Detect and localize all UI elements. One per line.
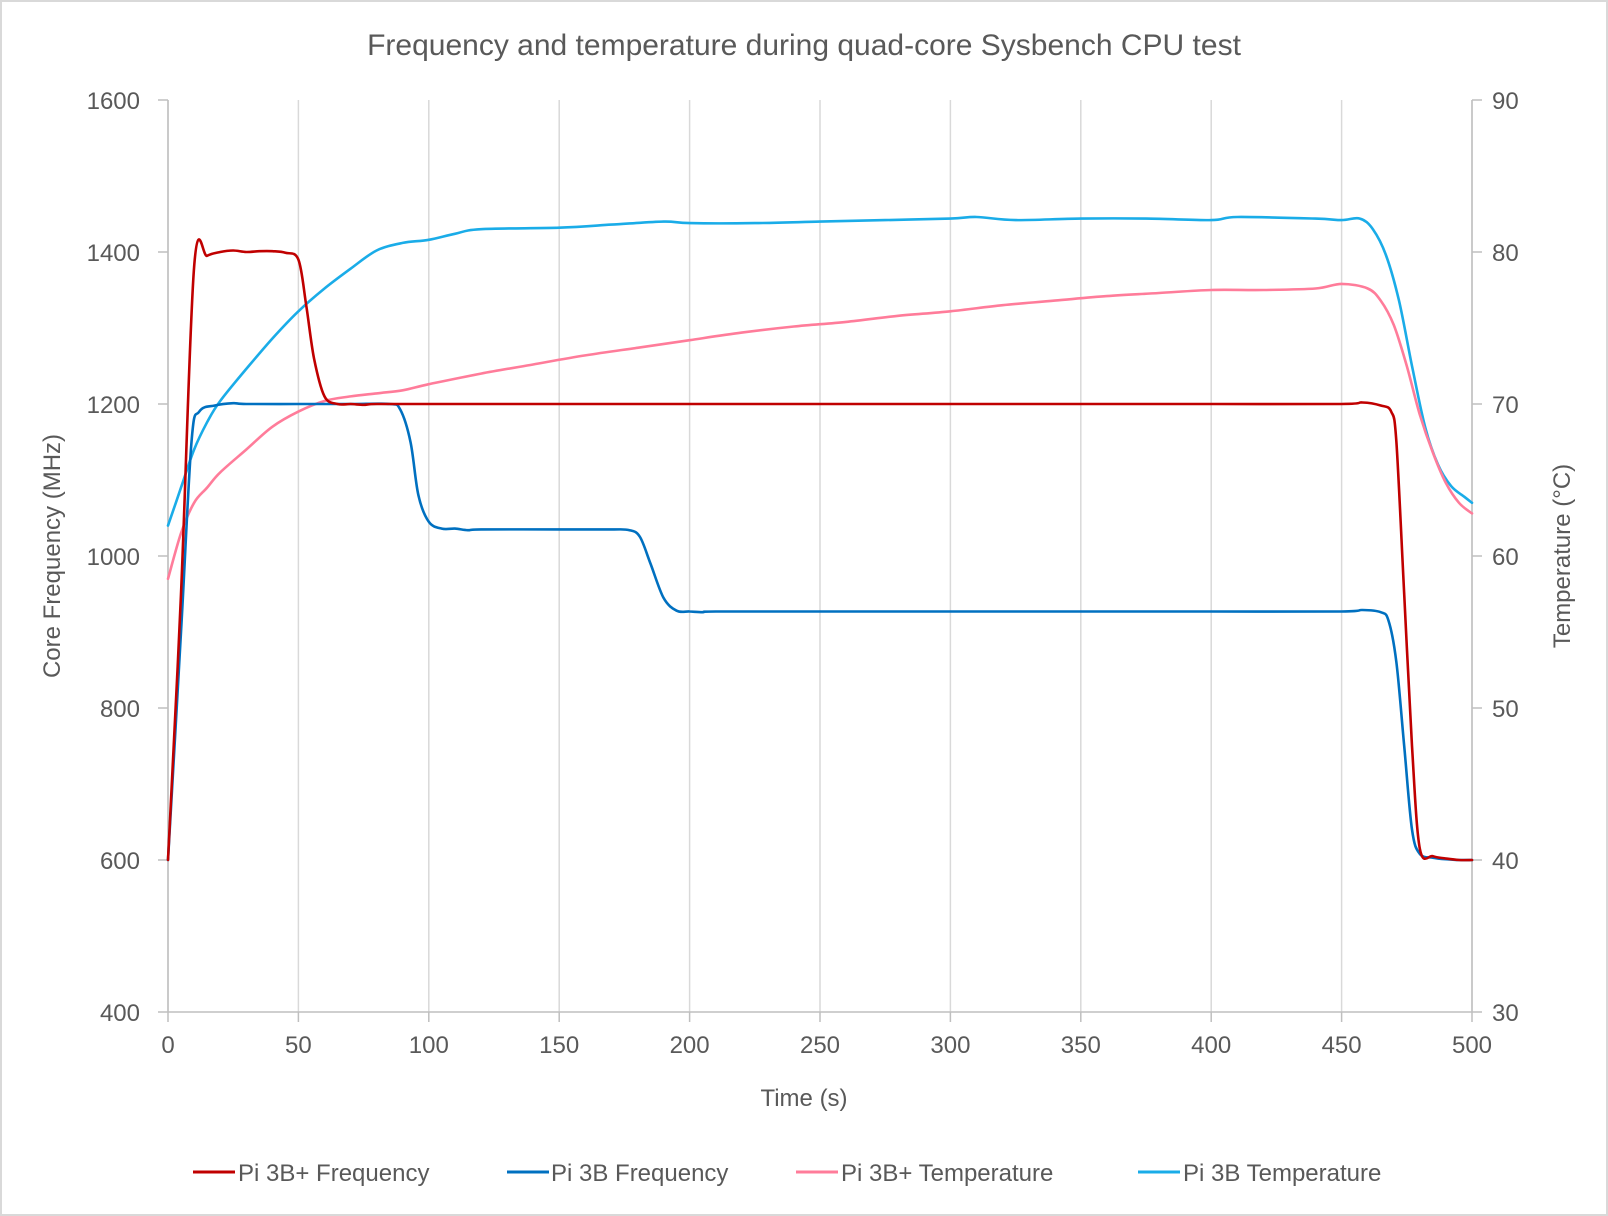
y-tick-label-1600: 1600	[87, 88, 140, 115]
legend-label: Pi 3B+ Frequency	[238, 1160, 429, 1187]
y2-tick-label-70: 70	[1492, 392, 1519, 419]
y-tick-label-1200: 1200	[87, 392, 140, 419]
series-line-pi-3b-frequency	[166, 401, 1474, 862]
series-line-pi-3b-frequency	[166, 238, 1474, 862]
right-axis-ticks: 30 40 50 60 70 80 90	[1492, 88, 1519, 1027]
legend-label: Pi 3B Frequency	[551, 1160, 728, 1187]
x-tick-label-350: 350	[1061, 1032, 1101, 1059]
legend: Pi 3B+ Frequency Pi 3B Frequency Pi 3B+ Te…	[193, 1160, 1381, 1187]
y2-tick-label-40: 40	[1492, 848, 1519, 875]
x-tick-label-50: 50	[285, 1032, 312, 1059]
legend-item-pi-3b-frequency: Pi 3B+ Frequency	[193, 1160, 429, 1187]
y-tick-label-800: 800	[100, 696, 140, 723]
y-tick-label-1000: 1000	[87, 544, 140, 571]
x-axis-ticks: 0 50 100 150 200 250 300 350 400 450 500	[161, 1032, 1492, 1059]
y2-tick-label-90: 90	[1492, 88, 1519, 115]
x-tick-label-200: 200	[670, 1032, 710, 1059]
chart-title: Frequency and temperature during quad-co…	[367, 29, 1241, 62]
y2-tick-label-80: 80	[1492, 240, 1519, 267]
left-axis-ticks: 400 600 800 1000 1200 1400 1600	[87, 88, 140, 1027]
series-layer	[166, 215, 1474, 862]
y-tick-label-1400: 1400	[87, 240, 140, 267]
x-tick-label-300: 300	[930, 1032, 970, 1059]
x-tick-label-0: 0	[161, 1032, 174, 1059]
series-line-pi-3b-temperature	[166, 282, 1474, 581]
y-tick-label-600: 600	[100, 848, 140, 875]
x-tick-label-450: 450	[1322, 1032, 1362, 1059]
x-tick-label-500: 500	[1452, 1032, 1492, 1059]
y2-axis-title: Temperature (°C)	[1549, 464, 1576, 648]
x-axis-title: Time (s)	[760, 1085, 847, 1112]
y2-tick-label-50: 50	[1492, 696, 1519, 723]
y2-tick-label-60: 60	[1492, 544, 1519, 571]
legend-label: Pi 3B+ Temperature	[841, 1160, 1053, 1187]
legend-item-pi-3b-temperature: Pi 3B+ Temperature	[796, 1160, 1053, 1187]
legend-item-pi-3b-temperature: Pi 3B Temperature	[1138, 1160, 1381, 1187]
x-tick-label-150: 150	[539, 1032, 579, 1059]
legend-item-pi-3b-frequency: Pi 3B Frequency	[507, 1160, 728, 1187]
x-tick-label-250: 250	[800, 1032, 840, 1059]
y-axis-title: Core Frequency (MHz)	[39, 434, 66, 678]
y2-tick-label-30: 30	[1492, 1000, 1519, 1027]
x-tick-label-100: 100	[409, 1032, 449, 1059]
y-tick-label-400: 400	[100, 1000, 140, 1027]
x-tick-label-400: 400	[1191, 1032, 1231, 1059]
legend-label: Pi 3B Temperature	[1183, 1160, 1381, 1187]
series-line-pi-3b-temperature	[166, 215, 1474, 527]
